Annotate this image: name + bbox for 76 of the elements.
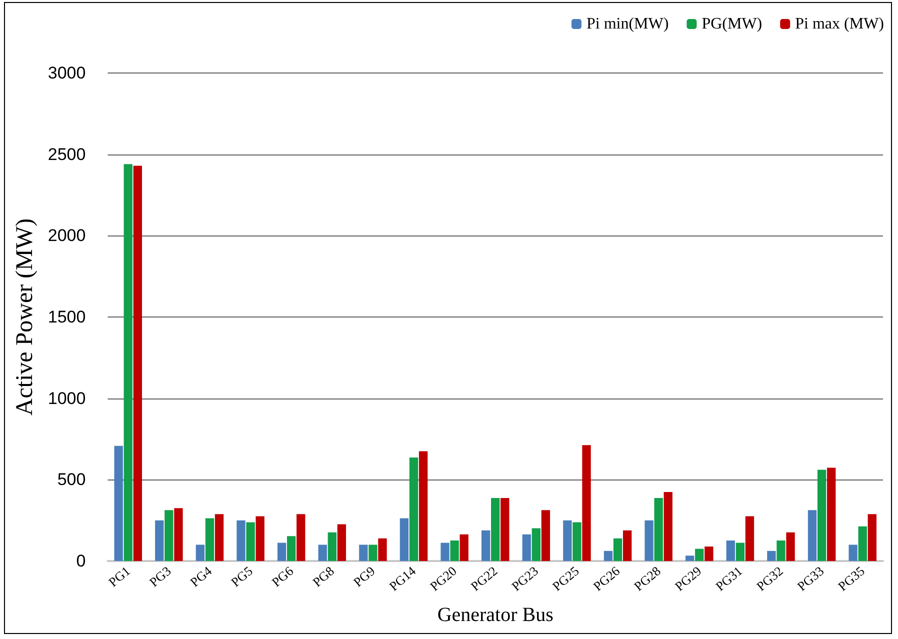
bar — [400, 518, 409, 561]
bar — [736, 542, 745, 561]
bar — [613, 538, 622, 561]
x-tick-label: PG9 — [350, 563, 378, 590]
bar — [541, 510, 550, 561]
legend-label: Pi min(MW) — [586, 16, 669, 32]
bar — [256, 516, 264, 561]
bar — [418, 451, 428, 561]
bar — [745, 516, 754, 561]
bar — [124, 164, 132, 561]
bar — [817, 470, 826, 561]
bar — [858, 526, 867, 561]
bar — [236, 520, 246, 561]
x-tick-label: PG3 — [146, 563, 174, 590]
y-axis-title: Active Power (MW) — [12, 218, 38, 416]
y-tick-label: 2000 — [48, 226, 86, 246]
bar — [664, 492, 672, 561]
bar — [644, 520, 654, 561]
x-tick-label: PG5 — [228, 563, 256, 590]
bar — [450, 540, 459, 561]
bar — [460, 534, 468, 561]
x-tick-label: PG4 — [187, 562, 215, 590]
bar — [695, 548, 704, 561]
bar — [776, 540, 786, 561]
bar — [491, 498, 500, 561]
bar — [440, 542, 450, 561]
x-tick-label: PG8 — [310, 563, 337, 590]
bar — [164, 510, 174, 561]
bar — [277, 542, 286, 561]
bar — [726, 540, 735, 561]
bar — [246, 522, 255, 561]
bar — [205, 518, 214, 561]
bar — [328, 532, 336, 561]
bar — [563, 520, 572, 561]
y-tick-label: 500 — [57, 470, 86, 490]
bar — [378, 538, 387, 561]
bar — [808, 510, 817, 561]
bar — [287, 536, 296, 561]
bar — [368, 544, 378, 561]
bar — [604, 550, 613, 561]
y-tick-label: 1500 — [48, 308, 86, 326]
bar — [704, 546, 714, 561]
bar — [318, 544, 327, 561]
y-tick-label: 2500 — [48, 144, 86, 164]
legend-label: Pi max (MW) — [795, 16, 884, 32]
y-tick-label: 3000 — [48, 64, 86, 82]
x-tick-label: PG6 — [268, 562, 297, 590]
bar — [174, 508, 183, 561]
bar — [155, 520, 164, 561]
y-tick-label: 1000 — [48, 388, 86, 408]
bar — [786, 532, 795, 561]
bar — [337, 524, 346, 561]
bar — [868, 514, 876, 561]
bar — [582, 445, 591, 561]
bar — [214, 514, 224, 561]
bar — [481, 530, 490, 561]
bar — [622, 530, 632, 561]
x-axis-title: Generator Bus — [437, 604, 554, 626]
x-tick-label: PG1 — [106, 563, 133, 590]
legend-label: PG(MW) — [702, 16, 762, 32]
bar — [654, 498, 663, 561]
bar — [409, 458, 418, 561]
bar — [114, 446, 123, 561]
bar — [196, 544, 205, 561]
bar — [767, 550, 776, 561]
bar — [532, 528, 540, 561]
bar — [848, 544, 858, 561]
bar — [572, 522, 582, 561]
bar — [296, 514, 306, 561]
bar — [500, 498, 510, 561]
y-tick-label: 0 — [76, 552, 86, 570]
bar — [359, 544, 368, 561]
bar — [826, 468, 836, 561]
bar — [133, 166, 142, 561]
bar — [522, 534, 531, 561]
bar — [686, 556, 694, 561]
